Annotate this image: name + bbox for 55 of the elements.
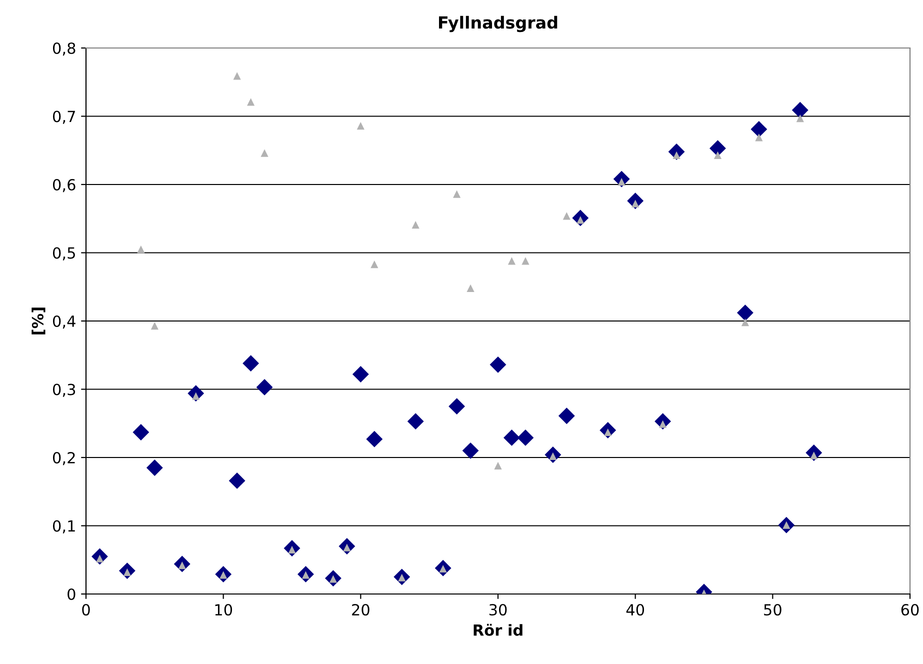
point (448, 398, 466, 415)
y-axis-title: [%] (32, 308, 46, 334)
point (370, 260, 378, 268)
point (407, 413, 424, 430)
point (755, 134, 763, 142)
y-tick-label: 0,6 (52, 178, 76, 192)
x-tick-label: 0 (82, 604, 90, 616)
point (366, 430, 383, 448)
point (504, 429, 520, 446)
x-tick-label: 10 (215, 604, 232, 616)
point (242, 355, 260, 372)
point (260, 149, 268, 157)
point (246, 98, 255, 106)
x-tick-label: 40 (626, 604, 644, 616)
point (256, 378, 273, 396)
point (494, 462, 502, 470)
point (356, 122, 364, 130)
y-tick-label: 0,7 (52, 110, 75, 124)
y-tick-label: 0,2 (52, 452, 75, 466)
point (132, 424, 150, 440)
point (146, 460, 163, 476)
y-tick-label: 0,8 (52, 42, 76, 56)
point (462, 442, 479, 459)
y-tick-label: 0,1 (52, 520, 75, 534)
point (466, 284, 474, 292)
y-tick-label: 0 (68, 588, 76, 600)
point (710, 140, 726, 157)
x-tick-label: 60 (901, 604, 919, 616)
point (137, 246, 145, 254)
point (490, 356, 506, 373)
point (352, 366, 369, 382)
point (562, 212, 570, 220)
y-tick-label: 0,5 (52, 247, 75, 260)
x-tick-label: 50 (764, 604, 782, 616)
x-tick-label: 20 (352, 604, 370, 616)
point (228, 472, 246, 489)
point (150, 322, 158, 330)
point (233, 72, 241, 80)
x-axis-title: Rör id (474, 624, 522, 636)
x-tick-label: 30 (489, 604, 507, 616)
point (517, 429, 534, 446)
point (452, 190, 461, 198)
point (750, 121, 768, 138)
point (741, 318, 750, 326)
point (792, 102, 808, 118)
point (736, 304, 754, 322)
chart-title: Fyllnadsgrad (439, 16, 558, 32)
y-tick-label: 0,3 (52, 384, 76, 397)
point (796, 114, 804, 122)
point (522, 257, 530, 265)
point (714, 151, 722, 159)
y-tick-label: 0,4 (52, 315, 76, 329)
point (412, 220, 420, 229)
point (508, 257, 516, 265)
point (558, 408, 575, 424)
